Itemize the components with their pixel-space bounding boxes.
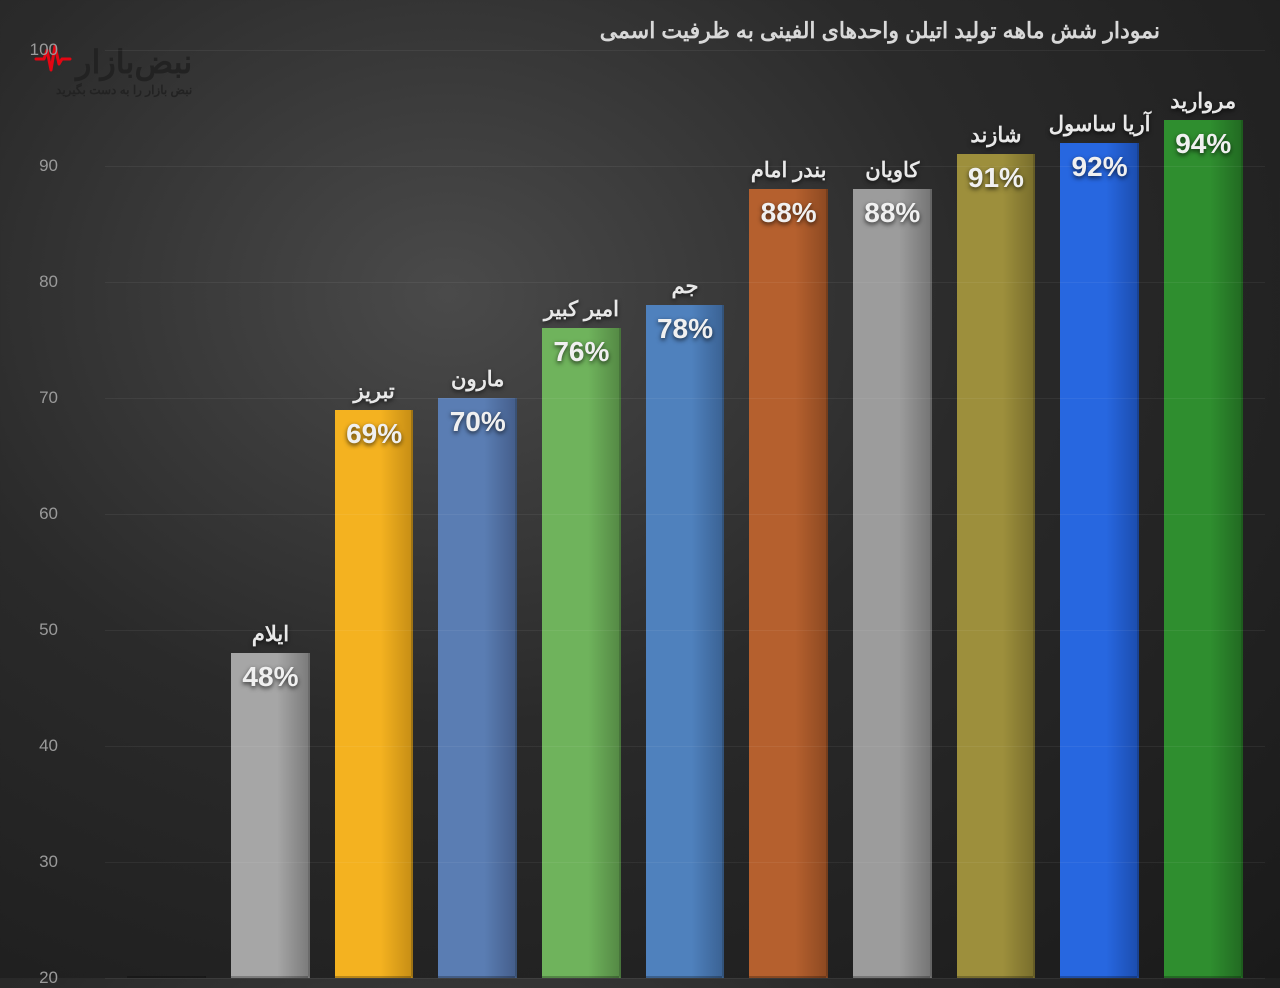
bar-value-label: 69% (346, 418, 402, 450)
gridline (105, 862, 1265, 863)
chart-title: نمودار شش ماهه تولید اتیلن واحدهای الفین… (600, 18, 1160, 44)
y-tick-label: 20 (39, 968, 58, 988)
bar-value-label: 88% (761, 197, 817, 229)
bar-category-label: ایلام (252, 622, 289, 647)
bar-rect (749, 189, 828, 978)
bar-rect (1164, 120, 1243, 978)
bar-category-label: تبریز (353, 379, 394, 404)
bar-category-label: مروارید (1170, 89, 1236, 114)
bar-category-label: امیر کبیر (544, 297, 619, 322)
y-tick-label: 90 (39, 156, 58, 176)
bar-rect (1060, 143, 1139, 978)
bar-value-label: 88% (864, 197, 920, 229)
bar-category-label: جم (672, 274, 699, 299)
bar-category-label: مارون (451, 367, 504, 392)
bar-value-label: 70% (450, 406, 506, 438)
bar-category-label: بندر امام (751, 158, 827, 183)
plot-area: ایلام 48% تبریز 69% مارون 70% امیر کبیر 76% جم 78… (105, 50, 1265, 978)
y-tick-label: 100 (30, 40, 58, 60)
gridline (105, 398, 1265, 399)
gridline (105, 166, 1265, 167)
bar-value-label: 48% (242, 661, 298, 693)
gridline (105, 50, 1265, 51)
bar-rect (646, 305, 725, 978)
gridline (105, 746, 1265, 747)
bar-rect (438, 398, 517, 978)
bar-category-label: شازند (970, 123, 1021, 148)
bar-rect (957, 154, 1036, 978)
bar-rect (335, 410, 414, 978)
bar-category-label: کاویان (865, 158, 919, 183)
bar-rect (231, 653, 310, 978)
y-tick-label: 60 (39, 504, 58, 524)
bar-category-label: آریا ساسول (1049, 112, 1151, 137)
bar-value-label: 91% (968, 162, 1024, 194)
bar-chart: نمودار شش ماهه تولید اتیلن واحدهای الفین… (0, 0, 1280, 978)
y-tick-label: 30 (39, 852, 58, 872)
y-tick-label: 80 (39, 272, 58, 292)
bar-value-label: 94% (1175, 128, 1231, 160)
gridline (105, 978, 1265, 979)
gridline (105, 514, 1265, 515)
bar-value-label: 78% (657, 313, 713, 345)
bar-rect (853, 189, 932, 978)
bar-rect (542, 328, 621, 978)
y-tick-label: 40 (39, 736, 58, 756)
gridline (105, 630, 1265, 631)
bar-value-label: 76% (553, 336, 609, 368)
y-tick-label: 50 (39, 620, 58, 640)
y-tick-label: 70 (39, 388, 58, 408)
gridline (105, 282, 1265, 283)
